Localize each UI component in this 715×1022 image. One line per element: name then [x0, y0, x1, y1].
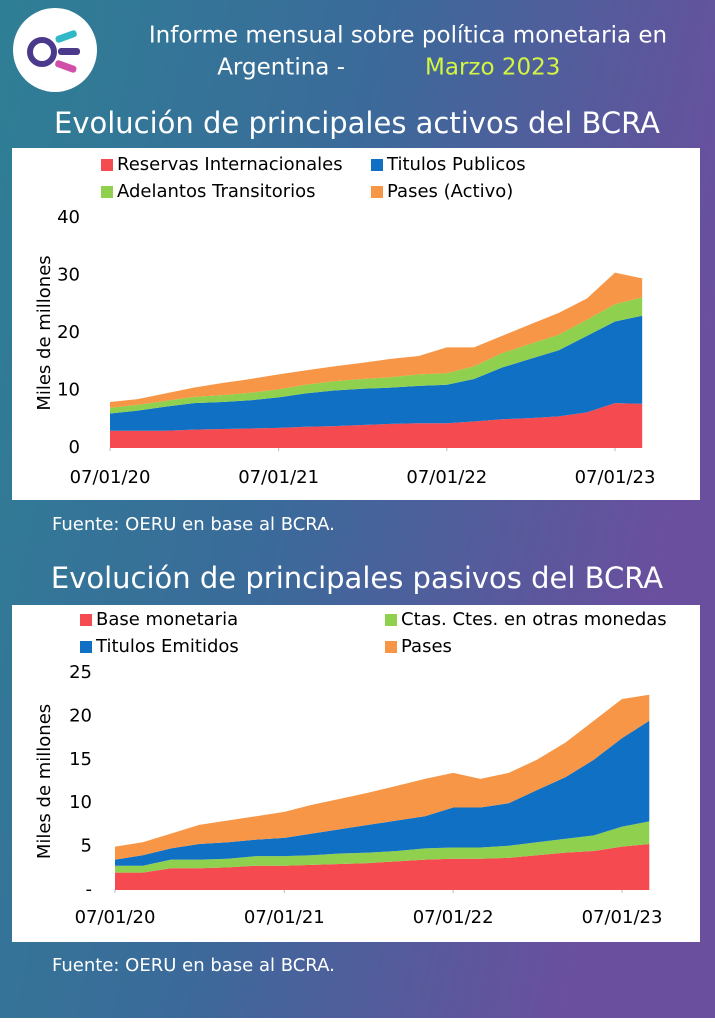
area	[115, 821, 650, 873]
legend-swatch	[385, 614, 397, 626]
area	[115, 720, 650, 866]
legend-label: Titulos Publicos	[386, 154, 526, 175]
y-tick-label: 0	[69, 437, 80, 458]
legend-swatch	[371, 186, 383, 198]
y-tick-label: -	[86, 879, 93, 900]
area	[110, 315, 643, 431]
y-tick-label: 25	[69, 662, 92, 683]
legend-swatch	[101, 159, 113, 171]
y-tick-label: 10	[69, 792, 92, 813]
legend-label: Base monetaria	[96, 609, 238, 630]
y-axis-title: Miles de millones	[34, 704, 55, 859]
y-tick-label: 30	[57, 265, 80, 286]
legend-label: Pases (Activo)	[387, 181, 513, 202]
y-tick-label: 10	[57, 380, 80, 401]
x-tick-label: 07/01/22	[406, 467, 487, 488]
x-tick-label: 07/01/21	[244, 907, 325, 928]
legend-swatch	[371, 159, 383, 171]
x-tick-label: 07/01/21	[238, 467, 319, 488]
area	[115, 843, 650, 890]
y-tick-label: 15	[69, 749, 92, 770]
legend-label: Reservas Internacionales	[117, 154, 343, 175]
legend-label: Ctas. Ctes. en otras monedas	[401, 609, 667, 630]
chart-title: Evolución de principales activos del BCR…	[54, 106, 660, 140]
source-note: Fuente: OERU en base al BCRA.	[52, 955, 335, 976]
area	[115, 694, 650, 860]
header-highlight: Marzo 2023	[425, 55, 560, 81]
x-tick-label: 07/01/23	[582, 907, 663, 928]
x-tick-label: 07/01/20	[70, 467, 151, 488]
area	[110, 297, 643, 414]
legend-label: Titulos Emitidos	[95, 636, 239, 657]
legend-label: Adelantos Transitorios	[117, 181, 316, 202]
area	[110, 272, 643, 408]
y-tick-label: 20	[57, 322, 80, 343]
legend-swatch	[80, 614, 92, 626]
legend-label: Pases	[401, 636, 452, 657]
x-tick-label: 07/01/23	[575, 467, 656, 488]
y-axis-title: Miles de millones	[34, 255, 55, 410]
source-note: Fuente: OERU en base al BCRA.	[52, 514, 335, 535]
x-tick-label: 07/01/20	[75, 907, 156, 928]
legend-swatch	[101, 186, 113, 198]
logo	[13, 8, 97, 92]
y-tick-label: 20	[69, 705, 92, 726]
header-title: Informe mensual sobre política monetaria…	[149, 23, 667, 49]
legend-swatch	[80, 641, 92, 653]
y-tick-label: 5	[81, 836, 92, 857]
y-tick-label: 40	[57, 207, 80, 228]
area	[110, 403, 643, 448]
x-tick-label: 07/01/22	[413, 907, 494, 928]
chart-title: Evolución de principales pasivos del BCR…	[51, 561, 663, 595]
legend-swatch	[385, 641, 397, 653]
header-title: Argentina -	[217, 55, 345, 81]
